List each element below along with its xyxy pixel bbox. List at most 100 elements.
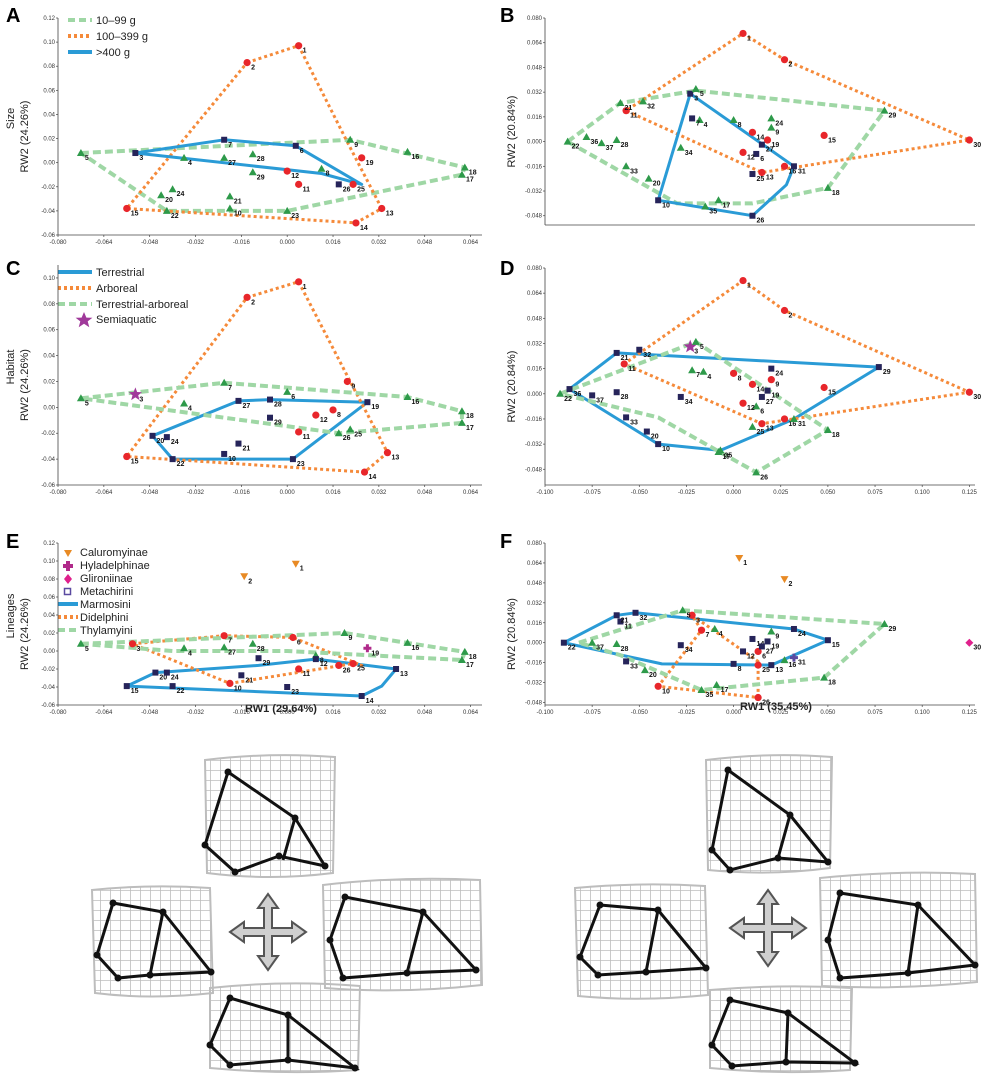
data-point-14: [749, 635, 756, 642]
point-label: 15: [828, 390, 836, 397]
point-label: 3: [136, 646, 140, 653]
data-point-18: [460, 647, 469, 655]
point-label: 10: [234, 685, 242, 692]
data-point-26: [335, 181, 342, 188]
data-point-6: [752, 402, 761, 410]
point-label: 24: [798, 631, 806, 638]
point-label: 10: [234, 210, 242, 217]
point-label: 3: [694, 96, 698, 103]
data-point-20: [157, 191, 166, 199]
point-label: 7: [706, 632, 710, 639]
x-tick-label: -0.048: [141, 490, 159, 496]
point-label: 31: [798, 168, 806, 175]
legend-label-semiaquatic: Semiaquatic: [96, 314, 157, 326]
point-label: 9: [348, 635, 352, 642]
x-tick-label: -0.100: [536, 490, 554, 496]
point-label: 20: [159, 675, 167, 682]
point-label: 25: [756, 176, 764, 183]
point-label: 36: [590, 139, 598, 146]
x-tick-label: 0.016: [326, 710, 342, 716]
point-label: 9: [775, 130, 779, 137]
point-label: 19: [371, 404, 379, 411]
point-label: 6: [762, 653, 766, 660]
point-label: 3: [696, 617, 700, 624]
point-label: 19: [772, 142, 780, 149]
data-point-3: [132, 150, 139, 157]
data-point-13: [393, 666, 400, 672]
point-label: 27: [766, 648, 774, 655]
data-point-22: [560, 639, 567, 646]
legend-label-small: 10–99 g: [96, 15, 136, 27]
data-point-6: [754, 647, 762, 656]
point-label: 7: [228, 142, 232, 149]
data-point-11: [620, 360, 628, 368]
data-point-24: [163, 669, 170, 676]
deformation-grid-right: [818, 871, 979, 989]
point-label: 10: [662, 446, 670, 453]
x-tick-label: 0.050: [820, 710, 836, 716]
data-point-24: [790, 625, 797, 632]
y-axis-title: RW2 (20.84%): [506, 96, 518, 168]
point-label: 9: [351, 383, 355, 390]
y-tick-label: 0.016: [527, 115, 543, 121]
hull-green: [565, 88, 887, 206]
hull-blue: [562, 611, 830, 667]
point-label: 33: [630, 168, 638, 175]
data-point-1: [295, 278, 303, 286]
point-label: 27: [766, 399, 774, 406]
data-point-12: [739, 399, 747, 407]
point-label: 18: [828, 680, 836, 687]
x-tick-label: 0.000: [280, 710, 296, 716]
x-tick-label: -0.080: [49, 710, 67, 716]
x-tick-label: 0.048: [417, 710, 433, 716]
data-point-4: [695, 115, 704, 123]
data-point-13: [758, 168, 766, 177]
y-tick-label: 0.10: [43, 559, 55, 565]
data-point-25: [349, 660, 357, 668]
point-label: 20: [653, 181, 661, 188]
legend-label-marmosini: Marmosini: [80, 599, 131, 611]
data-point-27: [758, 141, 765, 148]
data-point-32: [639, 97, 648, 105]
point-label: 1: [303, 284, 307, 291]
data-point-26: [754, 693, 762, 702]
point-label: 12: [291, 173, 299, 180]
data-point-33: [622, 162, 631, 170]
y-tick-label: -0.048: [525, 214, 543, 220]
chart-panel-e: E -0.06 -0.04 -0.02 0.00 0.02 0.04 0.06 0.08 0.10…: [5, 531, 482, 716]
x-tick-label: -0.032: [187, 240, 205, 246]
point-label: 31: [798, 421, 806, 428]
data-point-2: [780, 56, 789, 64]
x-tick-label: 0.000: [726, 490, 742, 496]
data-point-15: [820, 383, 828, 392]
y-tick-label: 0.10: [43, 276, 55, 282]
point-label: 10: [662, 688, 670, 695]
data-point-31: [790, 163, 797, 170]
y-tick-label: -0.06: [41, 483, 55, 489]
data-point-19: [358, 154, 366, 162]
data-point-7: [220, 632, 228, 640]
data-point-15: [123, 452, 131, 461]
y-tick-label: -0.02: [41, 431, 55, 437]
point-label: 29: [883, 369, 891, 376]
point-label: 18: [469, 169, 477, 176]
legend-habitat: Terrestrial Arboreal Terrestrial-arborea…: [58, 267, 188, 328]
data-point-20: [640, 666, 649, 674]
data-point-21: [613, 349, 620, 356]
y-tick-label: 0.02: [43, 379, 55, 385]
panel-letter: A: [6, 5, 20, 27]
point-label: 5: [85, 646, 89, 653]
point-label: 26: [760, 474, 768, 481]
point-label: 5: [85, 400, 89, 407]
point-label: 17: [721, 687, 729, 694]
point-label: 22: [568, 645, 576, 652]
y-tick-label: -0.032: [525, 681, 543, 687]
panel-letter: D: [500, 258, 514, 280]
data-point-3: [687, 90, 694, 97]
point-label: 2: [251, 65, 255, 72]
data-point-24: [768, 365, 775, 372]
point-label: 13: [766, 174, 774, 181]
chart-panel-f: F -0.048 -0.032 -0.016 0.000 0.016 0.032 0.048 0…: [500, 531, 981, 716]
point-label: 26: [756, 218, 764, 225]
deformation-grid-left: [90, 885, 215, 998]
